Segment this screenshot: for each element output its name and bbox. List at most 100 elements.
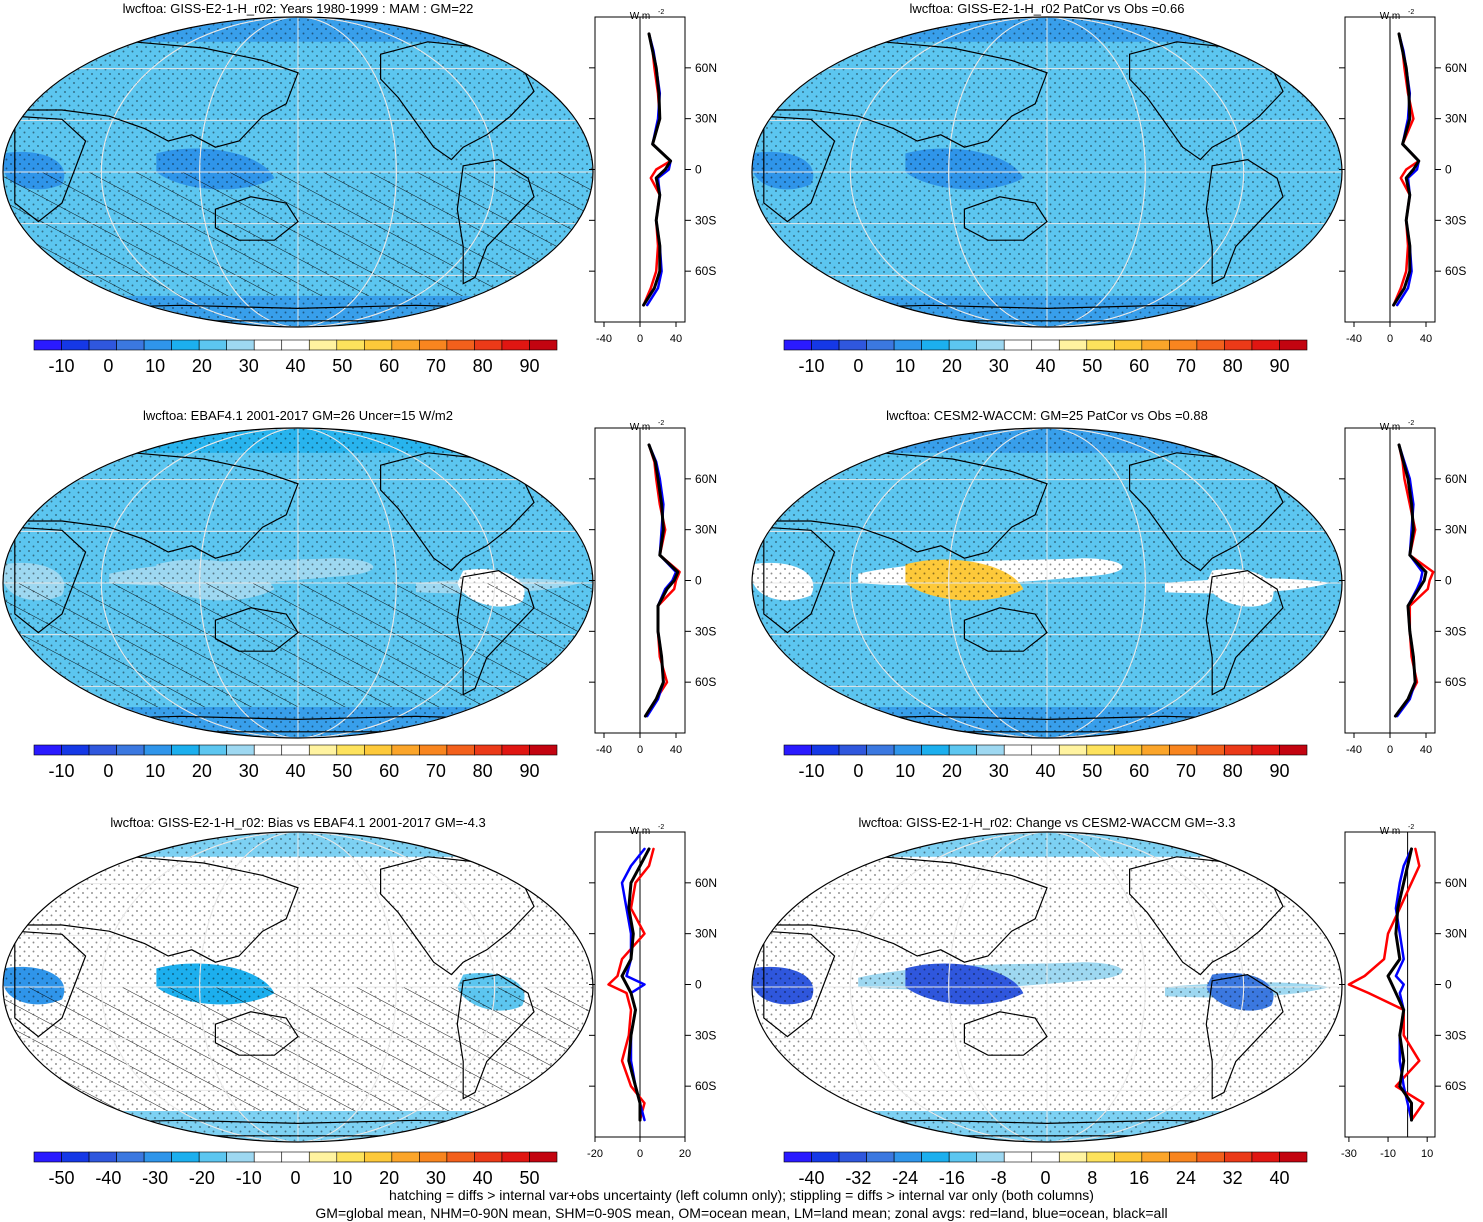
zonal-series-all (643, 443, 680, 718)
x-tick-label: -40 (1346, 333, 1362, 345)
colorbar-swatch (1196, 744, 1225, 756)
lat-label: 60N (695, 61, 717, 75)
colorbar-swatch (143, 339, 172, 351)
colorbar-swatch (171, 339, 200, 351)
colorbar-swatch (419, 744, 448, 756)
map-field (752, 17, 1342, 327)
colorbar-swatch (838, 744, 867, 756)
colorbar-swatch (866, 339, 895, 351)
lat-label: 30N (1445, 112, 1467, 126)
colorbar-swatch (253, 1151, 283, 1163)
colorbar-swatch (336, 1151, 365, 1163)
colorbar-swatch (1251, 339, 1280, 351)
x-tick-label: 0 (1387, 333, 1393, 345)
zonal-series-land (644, 443, 681, 718)
colorbar-swatch (33, 1151, 62, 1163)
colorbar-swatch (171, 1151, 200, 1163)
lat-label: 60S (695, 264, 716, 278)
lat-label: 30N (695, 523, 717, 537)
unit-superscript: -2 (1408, 420, 1414, 427)
colorbar-tick-label: 70 (426, 761, 446, 781)
colorbar-swatch (308, 744, 338, 756)
colorbar-swatch (921, 744, 950, 756)
lat-label: 0 (695, 574, 702, 588)
colorbar-swatch (226, 339, 255, 351)
colorbar-tick-label: 16 (1129, 1168, 1149, 1188)
colorbar-tick-label: 50 (519, 1168, 539, 1188)
colorbar-swatch (281, 339, 310, 351)
x-tick-label: 40 (670, 333, 682, 345)
map-field (3, 832, 593, 1142)
colorbar-swatch (143, 1151, 172, 1163)
colorbar-tick-label: 10 (895, 761, 915, 781)
colorbar-tick-label: 60 (1129, 356, 1149, 376)
graticule-meridian (849, 17, 1245, 327)
colorbar-swatch (171, 744, 200, 756)
coastline-australia (214, 196, 299, 241)
colorbar-tick-label: 50 (332, 761, 352, 781)
unit-superscript: -2 (1408, 9, 1414, 16)
colorbar-swatch (1086, 339, 1115, 351)
colorbar-swatch (198, 339, 227, 351)
colorbar-swatch (1169, 339, 1198, 351)
colorbar-tick-label: 90 (519, 761, 539, 781)
colorbar-swatch (364, 744, 393, 756)
colorbar-swatch (1058, 1151, 1088, 1163)
lat-label: 30N (695, 112, 717, 126)
colorbar-swatch (474, 339, 503, 351)
colorbar-tick-label: 20 (192, 356, 212, 376)
colorbar-swatch (391, 339, 420, 351)
colorbar-swatch (1031, 339, 1060, 351)
colorbar-tick-label: -40 (799, 1168, 825, 1188)
panel-title: lwcftoa: GISS-E2-1-H_r02: Bias vs EBAF4.… (110, 815, 485, 830)
colorbar-tick-label: 20 (192, 761, 212, 781)
x-tick-label: -10 (1380, 1148, 1396, 1160)
unit-superscript: -2 (658, 824, 664, 831)
colorbar-swatch (1251, 1151, 1280, 1163)
coastline-south-america (1205, 569, 1284, 696)
colorbar-swatch (198, 744, 227, 756)
map-field (3, 17, 593, 327)
colorbar-tick-label: 0 (1040, 1168, 1050, 1188)
colorbar-swatch (1224, 744, 1253, 756)
footer-line-1: hatching = diffs > internal var+obs unce… (389, 1187, 1094, 1203)
lat-label: 60N (695, 876, 717, 890)
colorbar-tick-label: 20 (942, 356, 962, 376)
zonal-series-all (1393, 443, 1428, 718)
colorbar-swatch (783, 339, 812, 351)
graticule-meridian (100, 428, 496, 738)
lat-label: 0 (695, 978, 702, 992)
colorbar-tick-label: 24 (1176, 1168, 1196, 1188)
colorbar-swatch (391, 744, 420, 756)
zonal-avg-panel: 60N 30N 0 30S 60S -40 0 40 W m -2 (589, 420, 717, 756)
colorbar-swatch (1003, 1151, 1033, 1163)
unit-label: W m (1380, 11, 1401, 22)
colorbar-swatch (948, 1151, 977, 1163)
colorbar-tick-label: 80 (473, 356, 493, 376)
colorbar-swatch (88, 339, 117, 351)
x-tick-label: -20 (587, 1148, 603, 1160)
coastline-eurasia (763, 452, 1048, 559)
colorbar-swatch (281, 1151, 310, 1163)
colorbar-tick-label: -10 (49, 356, 75, 376)
colorbar-swatch (921, 339, 950, 351)
lat-label: 60N (1445, 876, 1467, 890)
map-border (2, 831, 594, 1143)
colorbar-tick-label: 90 (1269, 356, 1289, 376)
colorbar-tick-label: 0 (103, 761, 113, 781)
map-border (751, 427, 1343, 739)
colorbar-tick-label: -10 (799, 761, 825, 781)
zonal-avg-panel: 60N 30N 0 30S 60S -20 0 20 W m -2 (587, 824, 717, 1160)
map-field (752, 428, 1342, 738)
colorbar-swatch (529, 1151, 558, 1163)
zonal-series-all (1386, 847, 1413, 1122)
colorbar-swatch (419, 1151, 448, 1163)
colorbar-tick-label: -30 (142, 1168, 168, 1188)
colorbar-tick-label: 10 (332, 1168, 352, 1188)
lat-label: 30N (1445, 523, 1467, 537)
zonal-avg-panel: 60N 30N 0 30S 60S -30 -10 10 W m -2 (1339, 824, 1467, 1160)
x-tick-label: 0 (637, 1148, 643, 1160)
coastline-africa (14, 115, 87, 223)
colorbar-swatch (893, 339, 922, 351)
lat-label: 30S (695, 213, 716, 227)
